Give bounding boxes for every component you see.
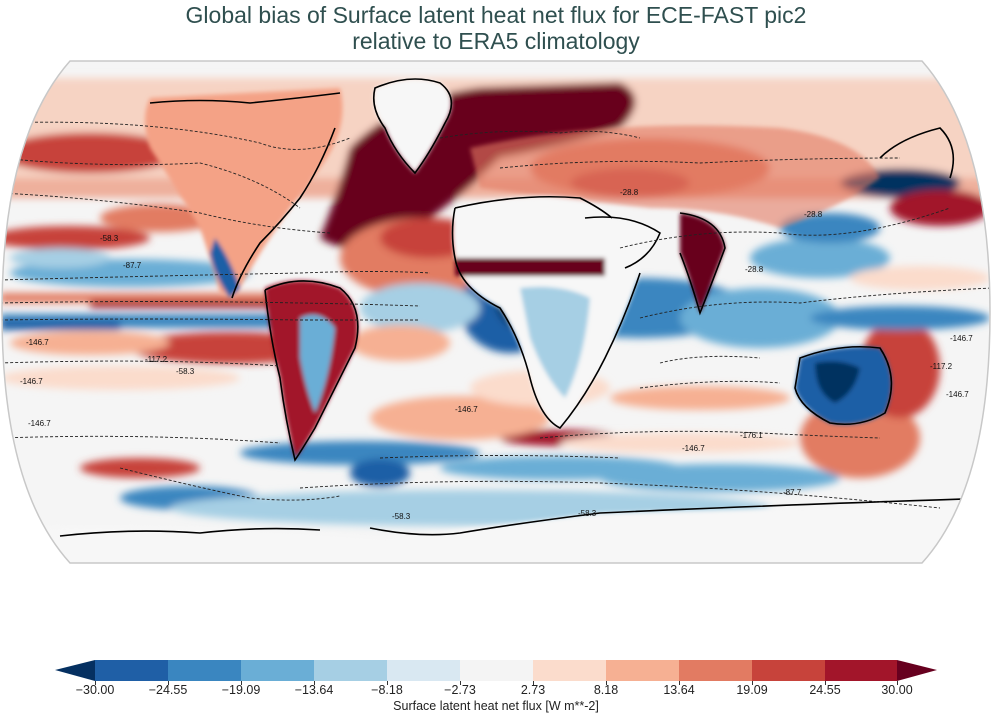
contour-labels: -58.3 -87.7 -146.7 -117.2 -58.3 -146.7 -…: [20, 188, 973, 563]
svg-text:-146.7: -146.7: [950, 334, 973, 343]
colorbar-tick-label: −13.64: [294, 683, 334, 697]
colorbar-tick-label: 24.55: [809, 683, 841, 697]
colorbar-tick-label: −24.55: [148, 683, 188, 697]
svg-text:-58.3: -58.3: [176, 367, 195, 376]
colorbar-swatches: [55, 660, 937, 681]
colorbar-extend-max-arrow: [897, 660, 937, 681]
colorbar-extend-min-arrow: [55, 660, 95, 681]
svg-text:-176.1: -176.1: [740, 431, 763, 440]
svg-text:-28.8: -28.8: [804, 210, 823, 219]
colorbar-tick-label: 8.18: [593, 683, 619, 697]
colorbar: −30.00 −24.55 −19.09 −13.64 −8.18 −2.73 …: [0, 655, 992, 716]
svg-text:-58.3: -58.3: [392, 512, 411, 521]
svg-text:-146.7: -146.7: [20, 377, 43, 386]
colorbar-tick-label: 2.73: [520, 683, 546, 697]
svg-text:-87.7: -87.7: [783, 488, 802, 497]
colorbar-tick-label: 30.00: [881, 683, 913, 697]
colorbar-tick-label: −8.18: [371, 683, 403, 697]
svg-text:-87.7: -87.7: [123, 261, 142, 270]
colorbar-tick-label: −30.00: [75, 683, 115, 697]
svg-text:-117.2: -117.2: [145, 355, 168, 364]
map-canvas: -58.3 -87.7 -146.7 -117.2 -58.3 -146.7 -…: [1, 60, 991, 564]
colorbar-tick-label: 13.64: [663, 683, 695, 697]
colorbar-label: Surface latent heat net flux [W m**-2]: [393, 699, 599, 713]
svg-text:-146.7: -146.7: [26, 338, 49, 347]
svg-text:-58.3: -58.3: [100, 234, 119, 243]
svg-text:-146.7: -146.7: [682, 444, 705, 453]
svg-text:-28.8: -28.8: [745, 265, 764, 274]
global-bias-map: -58.3 -87.7 -146.7 -117.2 -58.3 -146.7 -…: [0, 58, 992, 568]
svg-text:-146.7: -146.7: [28, 419, 51, 428]
chart-title-line-1: Global bias of Surface latent heat net f…: [185, 2, 807, 28]
chart-title-line-2: relative to ERA5 climatology: [352, 28, 640, 54]
svg-text:-58.3: -58.3: [578, 509, 597, 518]
svg-text:-28.8: -28.8: [620, 188, 639, 197]
colorbar-tick-label: −19.09: [221, 683, 261, 697]
colorbar-tick-label: 19.09: [736, 683, 768, 697]
svg-text:-146.7: -146.7: [946, 390, 969, 399]
colorbar-tick-label: −2.73: [444, 683, 476, 697]
svg-text:-117.2: -117.2: [930, 362, 953, 371]
svg-text:-146.7: -146.7: [455, 405, 478, 414]
